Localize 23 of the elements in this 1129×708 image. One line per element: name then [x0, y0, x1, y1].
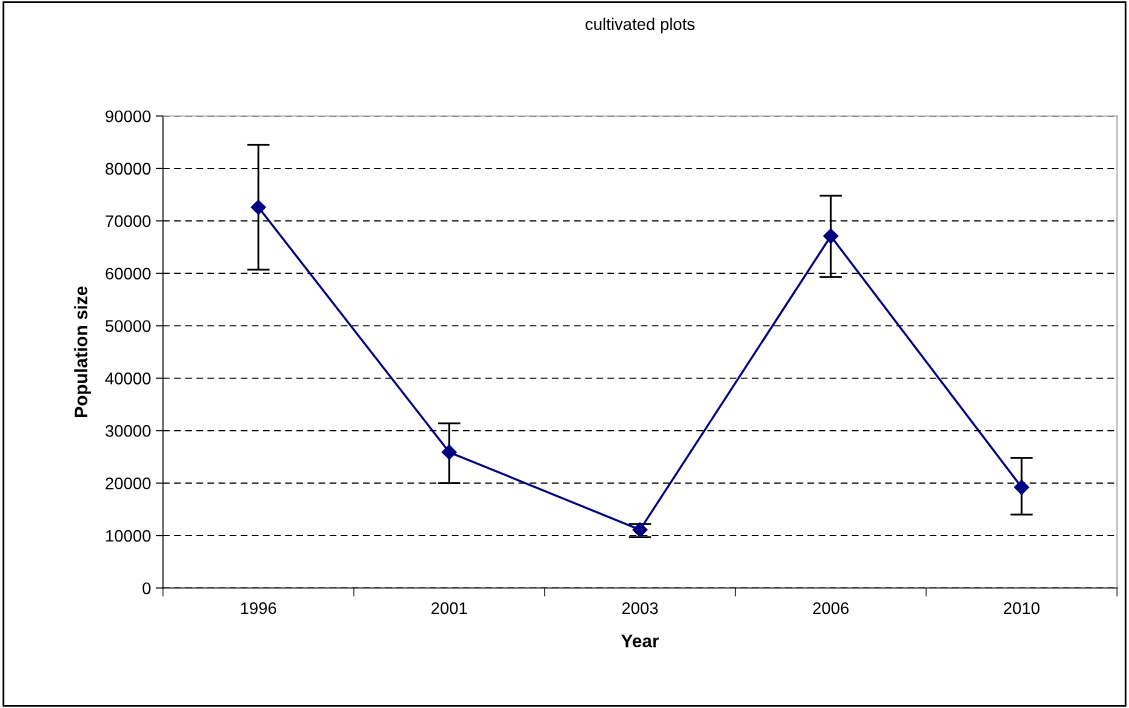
- y-tick-label: 20000: [105, 477, 151, 490]
- chart-title: cultivated plots: [585, 17, 695, 34]
- x-tick-label: 2003: [622, 602, 658, 615]
- y-tick-label: 30000: [105, 425, 151, 437]
- x-axis-title: Year: [621, 634, 659, 648]
- y-tick-label: 80000: [105, 162, 151, 175]
- point: [250, 199, 266, 215]
- point: [1014, 479, 1030, 495]
- y-tick-label: 0: [142, 582, 151, 595]
- y-tick-label: 40000: [105, 372, 151, 385]
- point: [441, 444, 457, 460]
- x-tick-label: 1996: [241, 602, 277, 615]
- x-tick-label: 2001: [431, 602, 467, 615]
- x-tick-label: 2006: [813, 602, 849, 615]
- y-tick-label: 70000: [105, 215, 151, 228]
- x-tick-label: 2010: [1003, 602, 1040, 615]
- point: [632, 522, 648, 538]
- y-tick-label: 60000: [105, 267, 151, 280]
- y-tick-label: 50000: [105, 320, 151, 332]
- y-tick-label: 10000: [106, 529, 151, 542]
- y-tick-label: 90000: [105, 110, 151, 123]
- y-axis-title: Population size: [74, 286, 91, 417]
- point: [823, 228, 839, 244]
